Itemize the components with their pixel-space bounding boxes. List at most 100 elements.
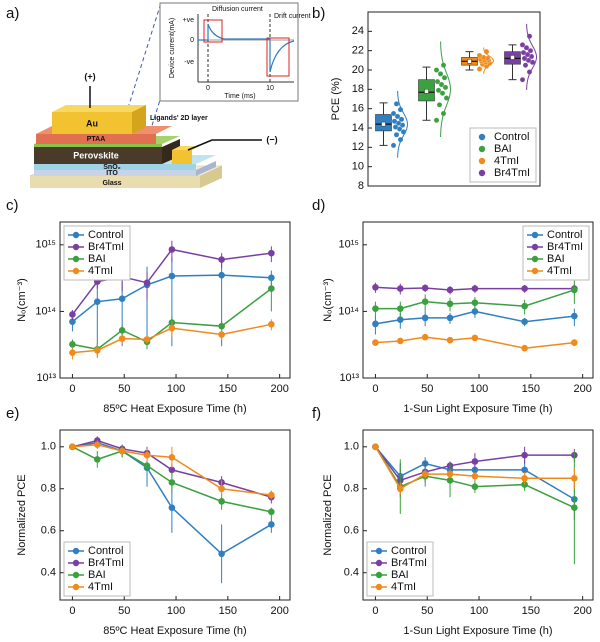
marker	[168, 272, 176, 280]
terminal-label: (−)	[266, 134, 277, 144]
marker	[268, 521, 275, 528]
legend-marker	[375, 583, 383, 591]
point	[437, 71, 444, 77]
marker	[446, 470, 454, 478]
marker	[471, 299, 479, 307]
y-tick-label: 8	[358, 180, 364, 192]
marker	[471, 466, 479, 474]
legend-label: Control	[547, 229, 582, 241]
point	[435, 87, 442, 94]
legend-marker	[531, 243, 539, 251]
layer-glass-side	[200, 166, 222, 188]
point	[527, 47, 534, 54]
marker	[521, 466, 528, 474]
legend-label: 4TmI	[88, 265, 113, 277]
legend-label: Control	[494, 131, 529, 143]
x-tick-label: 150	[522, 383, 540, 395]
legend-marker	[478, 133, 486, 141]
inset-tick: 0	[206, 85, 210, 92]
panel-label: d)	[312, 197, 325, 214]
legend-marker	[375, 571, 383, 579]
panel-label: e)	[6, 405, 19, 422]
point	[436, 102, 443, 108]
marker	[168, 453, 176, 461]
x-tick-label: 150	[219, 605, 237, 617]
marker	[218, 331, 225, 338]
y-tick-label: 0.6	[344, 525, 359, 537]
y-tick-label: 10	[352, 161, 364, 173]
marker	[218, 271, 225, 279]
layer-label: Au	[86, 118, 98, 128]
x-tick-label: 200	[270, 605, 288, 617]
marker	[446, 314, 454, 322]
marker	[118, 447, 126, 455]
y-tick-label: 1.0	[41, 441, 56, 453]
distribution-curve	[526, 23, 538, 91]
layer-label: Ligands' 2D layer	[150, 115, 208, 122]
x-axis-label: 85ºC Heat Exposure Time (h)	[103, 403, 246, 415]
marker	[168, 466, 176, 474]
y-tick-label: 1.0	[344, 441, 359, 453]
marker	[571, 474, 578, 482]
y-axis-label: Nₒ(cm⁻³)	[322, 278, 334, 322]
y-tick-label: 12	[352, 141, 364, 153]
mean	[510, 55, 515, 60]
layer-label: SnO₂	[103, 164, 121, 171]
marker	[372, 320, 379, 328]
inset-frame	[159, 2, 299, 102]
x-axis-label: 1-Sun Light Exposure Time (h)	[403, 625, 552, 637]
electrode-side	[172, 150, 192, 164]
y-axis-label: PCE (%)	[330, 78, 342, 121]
x-tick-label: 200	[573, 605, 591, 617]
plot-frame	[362, 429, 594, 601]
marker	[372, 284, 379, 291]
marker	[93, 347, 101, 354]
y-tick-label: 0.8	[344, 483, 359, 495]
x-tick-label: 100	[167, 605, 185, 617]
inset-ylabel: Device current(mA)	[169, 18, 176, 78]
marker	[218, 322, 225, 330]
inset-xlabel: Time (ms)	[224, 93, 255, 100]
legend-marker	[72, 255, 80, 263]
marker	[93, 456, 101, 463]
legend-label: BAI	[88, 253, 106, 265]
legend-marker	[531, 231, 539, 239]
x-tick-label: 50	[421, 605, 433, 617]
marker	[218, 550, 225, 558]
inset-title: Diffusion current	[212, 6, 263, 13]
marker	[93, 298, 101, 305]
layer-ptaa	[36, 134, 156, 144]
layer-label: ITO	[106, 170, 118, 177]
electrode-au-side	[132, 105, 146, 134]
marker	[446, 286, 454, 294]
marker	[118, 335, 126, 342]
plot-frame	[362, 221, 594, 379]
layer-glass	[30, 176, 200, 188]
mean	[381, 121, 386, 127]
lead	[187, 139, 262, 151]
marker	[421, 314, 429, 322]
point	[398, 116, 405, 123]
point	[433, 67, 440, 73]
marker	[421, 298, 429, 305]
marker	[396, 305, 404, 312]
legend-label: Br4TmI	[88, 557, 124, 569]
y-tick-label: 0.8	[41, 483, 56, 495]
y-tick-label: 10¹⁴	[338, 305, 359, 317]
marker	[471, 334, 479, 342]
marker	[168, 246, 176, 253]
point	[476, 52, 483, 59]
legend-label: Control	[88, 229, 123, 241]
panel-label: f)	[312, 405, 321, 422]
marker	[143, 451, 151, 459]
marker	[521, 285, 528, 292]
point	[519, 42, 526, 48]
marker	[571, 339, 578, 346]
marker	[396, 337, 404, 345]
terminal-label: (+)	[84, 71, 95, 81]
legend-marker	[72, 231, 80, 239]
panel-label: b)	[312, 5, 325, 22]
marker	[471, 308, 479, 315]
y-tick-label: 16	[352, 103, 364, 115]
marker	[521, 474, 528, 482]
